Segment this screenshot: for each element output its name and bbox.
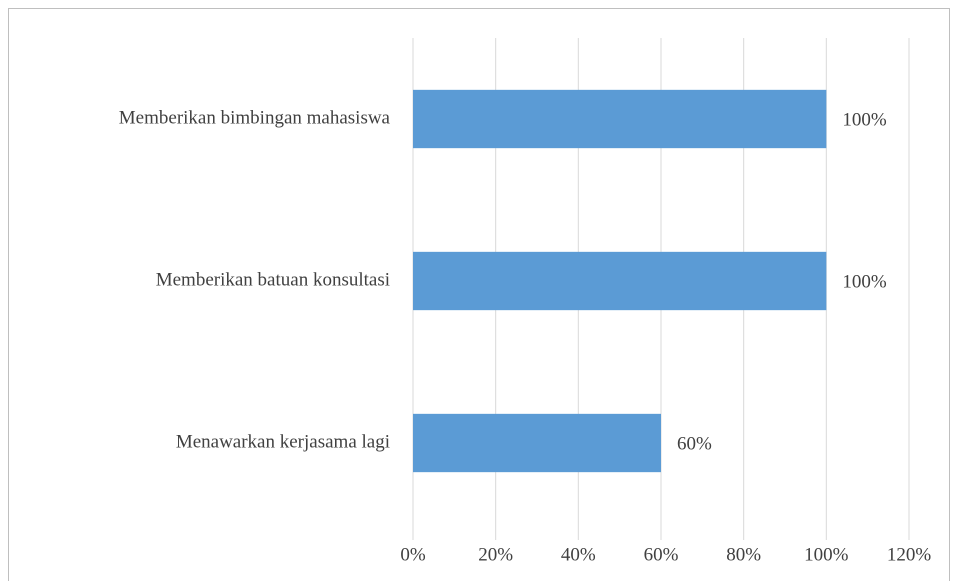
bar — [413, 251, 827, 311]
bar — [413, 89, 827, 149]
x-tick-label: 100% — [804, 544, 849, 565]
x-tick-label: 60% — [644, 544, 679, 565]
y-tick-label: Memberikan batuan konsultasi — [156, 269, 390, 290]
x-tick-label: 40% — [561, 544, 596, 565]
x-tick-label: 80% — [726, 544, 761, 565]
y-tick-label: Memberikan bimbingan mahasiswa — [119, 107, 391, 128]
y-tick-label: Menawarkan kerjasama lagi — [176, 431, 390, 452]
data-label: 60% — [677, 433, 712, 454]
bar — [413, 413, 661, 473]
x-tick-label: 0% — [400, 544, 426, 565]
data-label: 100% — [842, 271, 887, 292]
x-tick-label: 120% — [887, 544, 932, 565]
chart-border — [8, 8, 950, 586]
x-tick-label: 20% — [478, 544, 513, 565]
data-label: 100% — [842, 109, 887, 130]
